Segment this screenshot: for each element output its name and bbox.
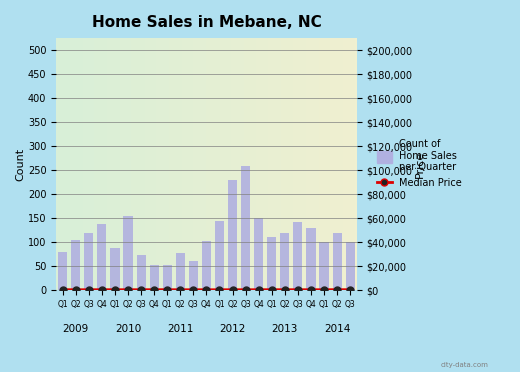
Bar bbox=[346, 242, 355, 290]
Bar bbox=[280, 232, 290, 290]
Bar bbox=[293, 222, 303, 290]
Bar bbox=[215, 221, 224, 290]
Text: city-data.com: city-data.com bbox=[441, 362, 489, 368]
Bar bbox=[123, 216, 133, 290]
Bar bbox=[267, 237, 276, 290]
Bar bbox=[163, 265, 172, 290]
Text: 2011: 2011 bbox=[167, 324, 193, 334]
Text: 2014: 2014 bbox=[324, 324, 350, 334]
Bar bbox=[176, 253, 185, 290]
Bar bbox=[202, 241, 211, 290]
Bar bbox=[241, 166, 250, 290]
Text: 2012: 2012 bbox=[219, 324, 246, 334]
Text: 2013: 2013 bbox=[271, 324, 298, 334]
Bar bbox=[189, 262, 198, 290]
Title: Home Sales in Mebane, NC: Home Sales in Mebane, NC bbox=[92, 15, 321, 30]
Legend: Count of
Home Sales
per Quarter, Median Price: Count of Home Sales per Quarter, Median … bbox=[373, 135, 466, 193]
Bar bbox=[84, 232, 94, 290]
Text: 2010: 2010 bbox=[115, 324, 141, 334]
Bar bbox=[137, 255, 146, 290]
Bar bbox=[71, 240, 80, 290]
Bar bbox=[97, 224, 107, 290]
Bar bbox=[254, 218, 263, 290]
Text: 2009: 2009 bbox=[62, 324, 89, 334]
Bar bbox=[319, 242, 329, 290]
Y-axis label: Count: Count bbox=[15, 148, 25, 181]
Y-axis label: Price: Price bbox=[415, 151, 425, 178]
Bar bbox=[58, 252, 67, 290]
Bar bbox=[306, 228, 316, 290]
Bar bbox=[110, 248, 120, 290]
Bar bbox=[150, 265, 159, 290]
Bar bbox=[228, 180, 237, 290]
Bar bbox=[333, 232, 342, 290]
